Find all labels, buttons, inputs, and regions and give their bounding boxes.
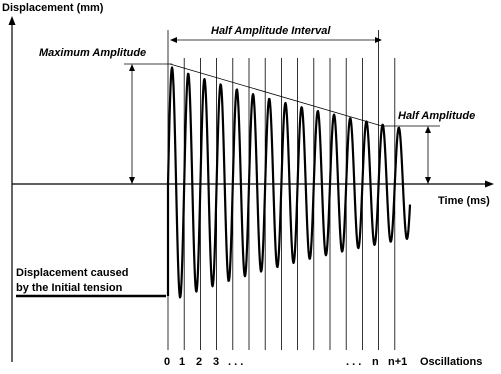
initial-tension-label-line1: Displacement caused [16,267,129,279]
oscillation-index-label: 3 [213,356,219,368]
half-interval-arrow-right [375,37,382,43]
x-axis-label: Time (ms) [438,195,490,207]
oscillation-index-label: . . . [346,356,361,368]
oscillations-label: Oscillations [420,356,482,368]
oscillation-index-label: n [372,356,379,368]
maximum-amplitude-label: Maximum Amplitude [39,47,146,59]
oscillation-index-label: 0 [164,356,170,368]
y-axis-label: Displacement (mm) [2,2,104,14]
half-interval-arrow-left [170,37,177,43]
max-amplitude-arrow-up [129,64,135,71]
decay-envelope-line [169,63,383,127]
x-axis-arrow [485,180,494,188]
max-amplitude-arrow-down [129,177,135,184]
half-amplitude-label: Half Amplitude [398,110,475,122]
initial-tension-label-line2: by the Initial tension [16,282,123,294]
oscillation-index-label: 1 [179,356,185,368]
oscillation-index-label: 2 [196,356,202,368]
oscillation-index-label: . . . [228,356,243,368]
half-amplitude-arrow-up [425,126,431,133]
half-amplitude-arrow-down [425,177,431,184]
oscillation-index-label: n+1 [388,356,407,368]
damped-oscillation-wave [166,66,412,299]
y-axis-arrow [8,16,16,25]
half-amplitude-interval-label: Half Amplitude Interval [211,25,331,37]
